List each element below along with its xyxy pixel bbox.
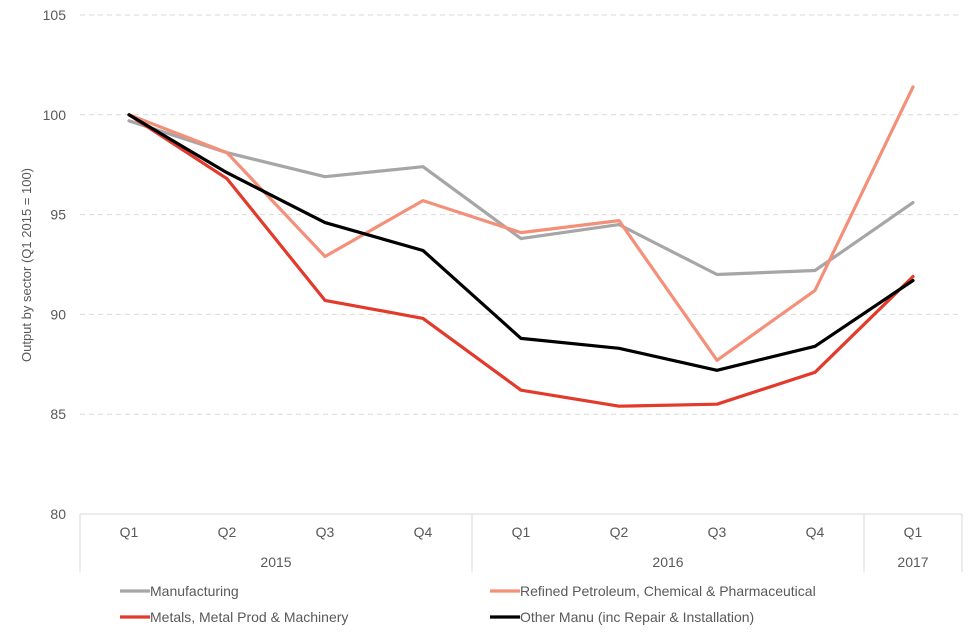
legend-label: Other Manu (inc Repair & Installation): [520, 609, 754, 625]
x-tick-label: Q3: [708, 524, 727, 540]
x-axis: 2015 2016 2017 Q1 Q2 Q3 Q4 Q1 Q2 Q3 Q4 Q1: [79, 513, 963, 572]
legend-label: Refined Petroleum, Chemical & Pharmaceut…: [520, 583, 816, 599]
series-line: [127, 113, 915, 408]
x-tick-label: Q4: [806, 524, 825, 540]
series-line: [127, 119, 915, 277]
y-tick-label: 90: [50, 306, 66, 322]
y-tick-label: 95: [50, 207, 66, 223]
y-axis-label: Output by sector (Q1 2015 = 100): [19, 168, 34, 362]
x-tick-label: Q2: [610, 524, 629, 540]
x-tick-label: Q1: [512, 524, 531, 540]
y-axis-ticks: 80 85 90 95 100 105: [43, 7, 67, 522]
x-tick-label: Q3: [316, 524, 335, 540]
y-tick-label: 85: [50, 406, 66, 422]
legend-label: Metals, Metal Prod & Machinery: [150, 609, 348, 625]
series-line: [127, 113, 915, 372]
x-group-label: 2016: [652, 554, 683, 570]
series-line: [127, 85, 915, 362]
x-group-label: 2015: [260, 554, 291, 570]
legend-label: Manufacturing: [150, 583, 239, 599]
y-tick-label: 80: [50, 506, 66, 522]
x-tick-label: Q1: [120, 524, 139, 540]
legend: Manufacturing Refined Petroleum, Chemical…: [120, 583, 816, 625]
x-tick-label: Q4: [414, 524, 433, 540]
gridlines: [80, 14, 962, 415]
x-tick-label: Q2: [218, 524, 237, 540]
series-lines: [127, 85, 915, 408]
y-tick-label: 105: [43, 7, 67, 23]
x-tick-label: Q1: [904, 524, 923, 540]
x-group-label: 2017: [897, 554, 928, 570]
y-tick-label: 100: [43, 107, 67, 123]
